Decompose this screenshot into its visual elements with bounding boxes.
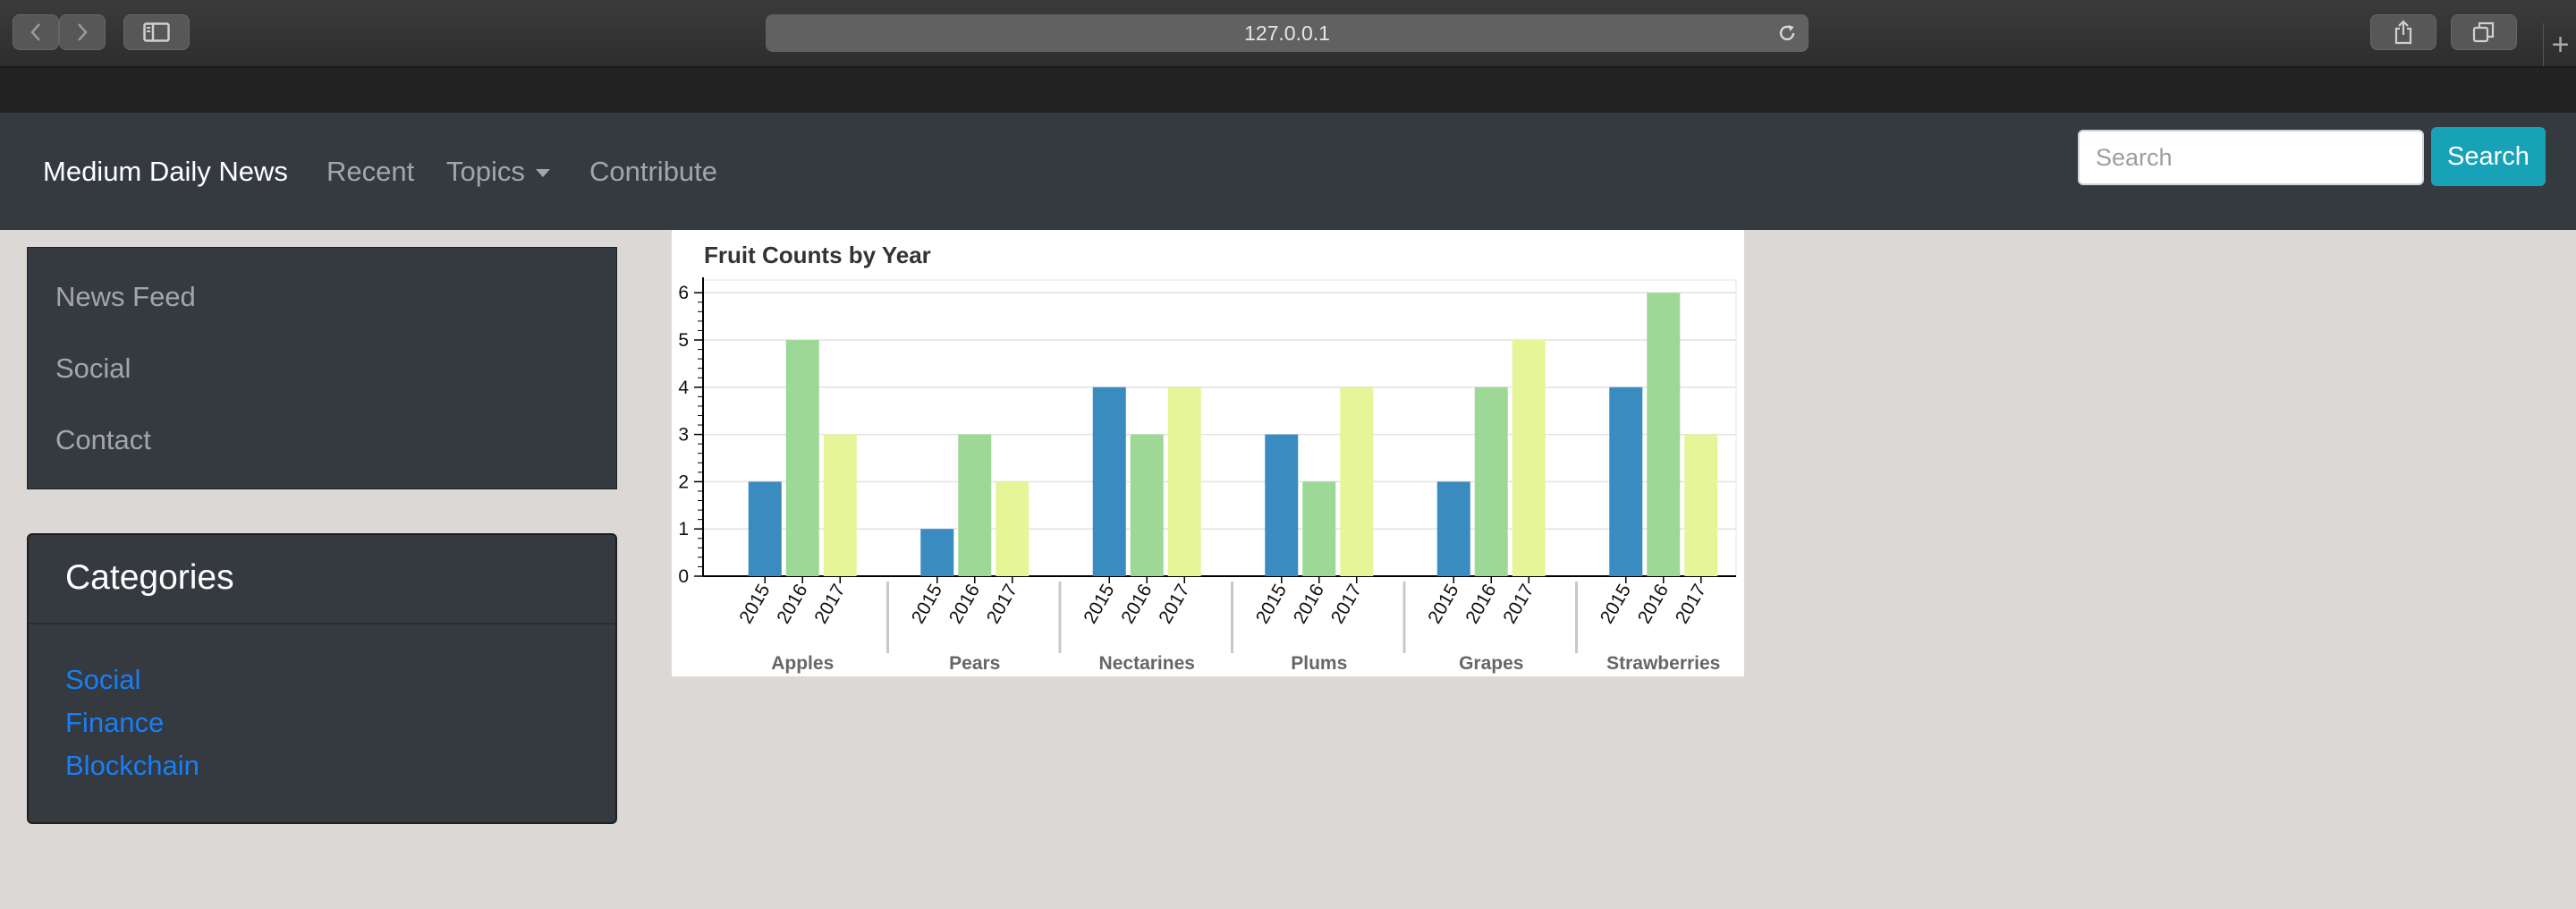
tabs-icon <box>2472 21 2495 43</box>
caret-down-icon <box>535 169 550 178</box>
sidebar-icon <box>143 22 170 42</box>
category-label: Plums <box>1291 653 1347 674</box>
bar-strawberries-2017 <box>1684 434 1718 576</box>
y-tick-label: 1 <box>678 519 689 539</box>
chevron-left-icon <box>30 23 40 41</box>
sidebar-menu: News Feed Social Contact <box>27 247 617 489</box>
chevron-right-icon <box>78 23 88 41</box>
bar-apples-2015 <box>748 481 782 576</box>
y-tick-label: 6 <box>678 283 689 303</box>
new-tab-button[interactable]: + <box>2543 23 2576 66</box>
x-tick-label-year: 2015 <box>1252 581 1291 627</box>
tabs-overview-button[interactable] <box>2451 14 2517 50</box>
category-label: Strawberries <box>1606 653 1720 674</box>
bar-apples-2017 <box>823 434 857 576</box>
bar-nectarines-2017 <box>1167 387 1201 576</box>
share-icon <box>2394 20 2412 45</box>
sidebar-toggle-button[interactable] <box>123 14 190 50</box>
bar-pears-2015 <box>920 529 954 576</box>
category-label: Nectarines <box>1099 653 1195 674</box>
bar-nectarines-2016 <box>1130 434 1164 576</box>
bar-pears-2017 <box>996 481 1030 576</box>
plot-frame <box>702 279 1737 577</box>
categories-title: Categories <box>65 558 234 597</box>
x-tick-label-year: 2017 <box>1327 581 1366 627</box>
browser-toolbar: 127.0.0.1 + <box>0 0 2576 68</box>
categories-card-header: Categories <box>29 535 615 624</box>
bar-pears-2016 <box>958 434 992 576</box>
bar-plums-2015 <box>1265 434 1299 576</box>
category-link-social[interactable]: Social <box>65 664 141 695</box>
fruit-counts-chart: Fruit Counts by Year0123456201520162017A… <box>678 242 1737 674</box>
share-button[interactable] <box>2370 14 2436 50</box>
nav-link-contribute[interactable]: Contribute <box>589 156 718 187</box>
x-tick-label-year: 2016 <box>1117 581 1156 627</box>
x-tick-label-year: 2017 <box>1672 581 1710 627</box>
x-tick-label-year: 2015 <box>908 581 946 627</box>
forward-button[interactable] <box>59 14 106 50</box>
x-tick-label-year: 2017 <box>983 581 1021 627</box>
bar-grapes-2015 <box>1436 481 1470 576</box>
chart-title: Fruit Counts by Year <box>704 242 931 268</box>
nav-dropdown-topics-label: Topics <box>446 156 525 187</box>
y-tick-label: 4 <box>678 378 689 398</box>
bar-plums-2016 <box>1302 481 1336 576</box>
category-label: Pears <box>949 653 1000 674</box>
y-tick-label: 0 <box>678 566 689 587</box>
search-input[interactable] <box>2078 130 2424 185</box>
x-tick-label-year: 2015 <box>1080 581 1118 627</box>
category-link-blockchain[interactable]: Blockchain <box>65 750 199 781</box>
reload-icon[interactable] <box>1776 22 1798 44</box>
category-label: Grapes <box>1459 653 1523 674</box>
y-tick-label: 5 <box>678 330 689 351</box>
address-bar[interactable]: 127.0.0.1 <box>766 14 1809 52</box>
search-button[interactable]: Search <box>2431 127 2546 186</box>
y-tick-label: 2 <box>678 471 689 492</box>
category-link-finance[interactable]: Finance <box>65 707 165 738</box>
x-tick-label-year: 2017 <box>1155 581 1193 627</box>
nav-dropdown-topics[interactable]: Topics <box>446 113 550 230</box>
bar-apples-2016 <box>785 340 819 576</box>
x-tick-label-year: 2017 <box>810 581 849 627</box>
sidebar-item-news-feed[interactable]: News Feed <box>55 281 196 312</box>
x-tick-label-year: 2015 <box>1597 581 1635 627</box>
bar-grapes-2016 <box>1474 387 1508 576</box>
sidebar-item-contact[interactable]: Contact <box>55 424 151 455</box>
bar-strawberries-2015 <box>1609 387 1643 576</box>
chart-panel: Fruit Counts by Year 0 1 2 3 4 5 6 2015 2016 2017 A… <box>672 230 1744 676</box>
bar-plums-2017 <box>1340 387 1374 576</box>
y-tick-label: 3 <box>678 425 689 446</box>
sidebar-item-social[interactable]: Social <box>55 353 131 384</box>
bar-grapes-2017 <box>1512 340 1546 576</box>
x-tick-label-year: 2015 <box>1424 581 1462 627</box>
brand-link[interactable]: Medium Daily News <box>43 156 288 187</box>
nav-link-recent[interactable]: Recent <box>326 156 415 187</box>
x-tick-label-year: 2016 <box>1462 581 1500 627</box>
x-tick-label-year: 2016 <box>1290 581 1328 627</box>
x-tick-label-year: 2017 <box>1499 581 1538 627</box>
x-tick-label-year: 2015 <box>735 581 774 627</box>
bar-strawberries-2016 <box>1647 293 1681 576</box>
x-tick-label-year: 2016 <box>945 581 984 627</box>
url-text: 127.0.0.1 <box>1244 21 1330 45</box>
bar-nectarines-2015 <box>1092 387 1126 576</box>
category-label: Apples <box>771 653 834 674</box>
back-button[interactable] <box>13 14 59 50</box>
categories-card: Categories Social Finance Blockchain <box>27 533 617 824</box>
tab-bar-strip <box>0 68 2576 113</box>
x-tick-label-year: 2016 <box>1634 581 1673 627</box>
x-tick-label-year: 2016 <box>773 581 811 627</box>
